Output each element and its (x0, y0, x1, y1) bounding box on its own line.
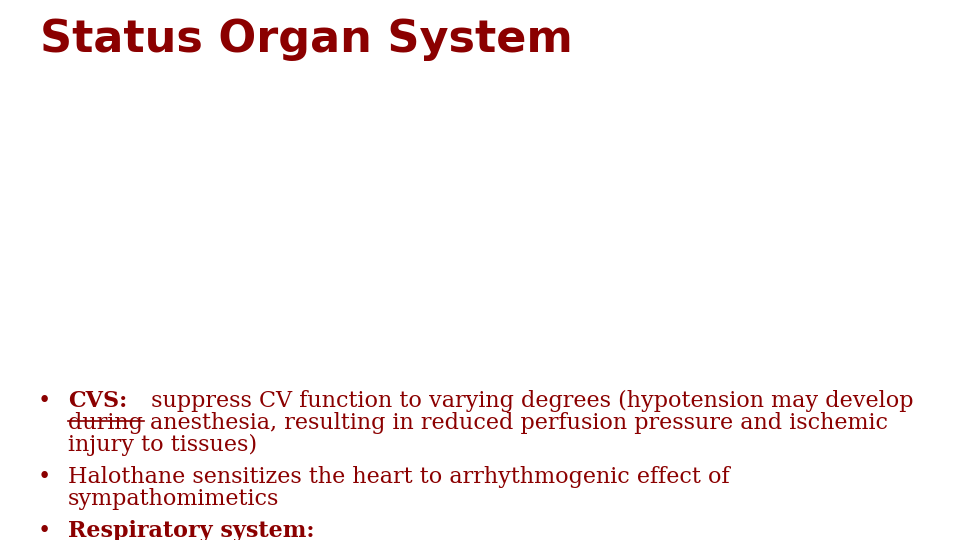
Text: •: • (38, 520, 51, 540)
Text: suppress CV function to varying degrees (hypotension may develop: suppress CV function to varying degrees … (144, 390, 914, 412)
Text: during anesthesia, resulting in reduced perfusion pressure and ischemic: during anesthesia, resulting in reduced … (68, 412, 888, 434)
Text: sympathomimetics: sympathomimetics (68, 488, 279, 510)
Text: •: • (38, 390, 51, 412)
Text: •: • (38, 466, 51, 488)
Text: CVS:: CVS: (68, 390, 128, 412)
Text: Status Organ System: Status Organ System (40, 18, 573, 61)
Text: injury to tissues): injury to tissues) (68, 434, 257, 456)
Text: Respiratory system:: Respiratory system: (68, 520, 315, 540)
Text: Halothane sensitizes the heart to arrhythmogenic effect of: Halothane sensitizes the heart to arrhyt… (68, 466, 730, 488)
